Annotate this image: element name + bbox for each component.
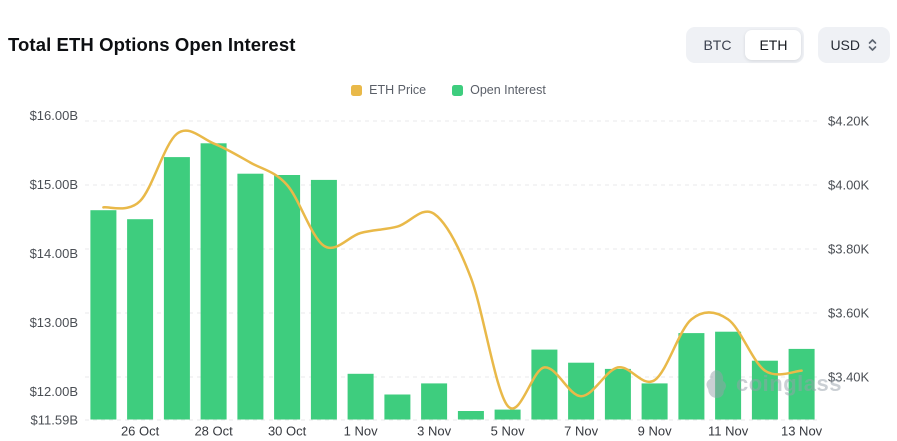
header-controls: BTC ETH USD [686, 27, 890, 63]
currency-unit-select[interactable]: USD [818, 27, 890, 63]
x-axis-label: 26 Oct [121, 424, 160, 439]
open-interest-bar[interactable] [163, 157, 190, 420]
left-axis-label: $15.00B [30, 177, 78, 192]
x-axis-label: 1 Nov [344, 424, 378, 439]
eth-price-line [102, 129, 803, 410]
x-axis-label: 5 Nov [491, 424, 525, 439]
open-interest-bar[interactable] [384, 394, 411, 420]
open-interest-bar[interactable] [347, 373, 374, 420]
open-interest-bar[interactable] [531, 349, 558, 420]
left-axis-label: $13.00B [30, 315, 78, 330]
x-axis-label: 28 Oct [194, 424, 233, 439]
open-interest-bar[interactable] [788, 348, 815, 420]
x-axis-label: 3 Nov [417, 424, 451, 439]
open-interest-bar[interactable] [237, 173, 264, 420]
open-interest-bar[interactable] [494, 409, 521, 420]
open-interest-bar[interactable] [678, 333, 705, 420]
page-header: Total ETH Options Open Interest BTC ETH … [8, 27, 890, 63]
page-title: Total ETH Options Open Interest [8, 34, 296, 55]
currency-unit-value: USD [830, 37, 860, 53]
open-interest-bar[interactable] [310, 179, 337, 420]
x-axis-label: 30 Oct [268, 424, 307, 439]
right-axis-label: $4.00K [828, 178, 870, 193]
open-interest-bar[interactable] [200, 143, 227, 420]
right-axis-label: $3.80K [828, 242, 870, 257]
right-axis-label: $3.60K [828, 306, 870, 321]
chevron-updown-icon [867, 37, 878, 53]
left-axis-label: $12.00B [30, 384, 78, 399]
x-axis-label: 11 Nov [708, 424, 749, 439]
open-interest-bar[interactable] [127, 219, 154, 420]
btc-toggle-button[interactable]: BTC [689, 30, 745, 60]
x-axis-label: 9 Nov [638, 424, 672, 439]
open-interest-bar[interactable] [641, 383, 668, 420]
right-axis-label: $3.40K [828, 370, 870, 385]
open-interest-bar[interactable] [274, 175, 301, 420]
left-axis-label: $14.00B [30, 246, 78, 261]
left-axis-label: $11.59B [31, 413, 78, 428]
eth-toggle-button[interactable]: ETH [745, 30, 802, 60]
open-interest-bar[interactable] [421, 383, 448, 420]
open-interest-bar[interactable] [604, 368, 631, 420]
coin-toggle: BTC ETH [686, 27, 805, 63]
left-axis-label: $16.00B [30, 108, 78, 123]
open-interest-bar[interactable] [715, 331, 742, 420]
open-interest-bar[interactable] [90, 210, 117, 420]
open-interest-bar[interactable] [457, 411, 484, 420]
x-axis-label: 13 Nov [781, 424, 823, 439]
x-axis-label: 7 Nov [564, 424, 598, 439]
right-axis-label: $4.20K [828, 114, 870, 129]
